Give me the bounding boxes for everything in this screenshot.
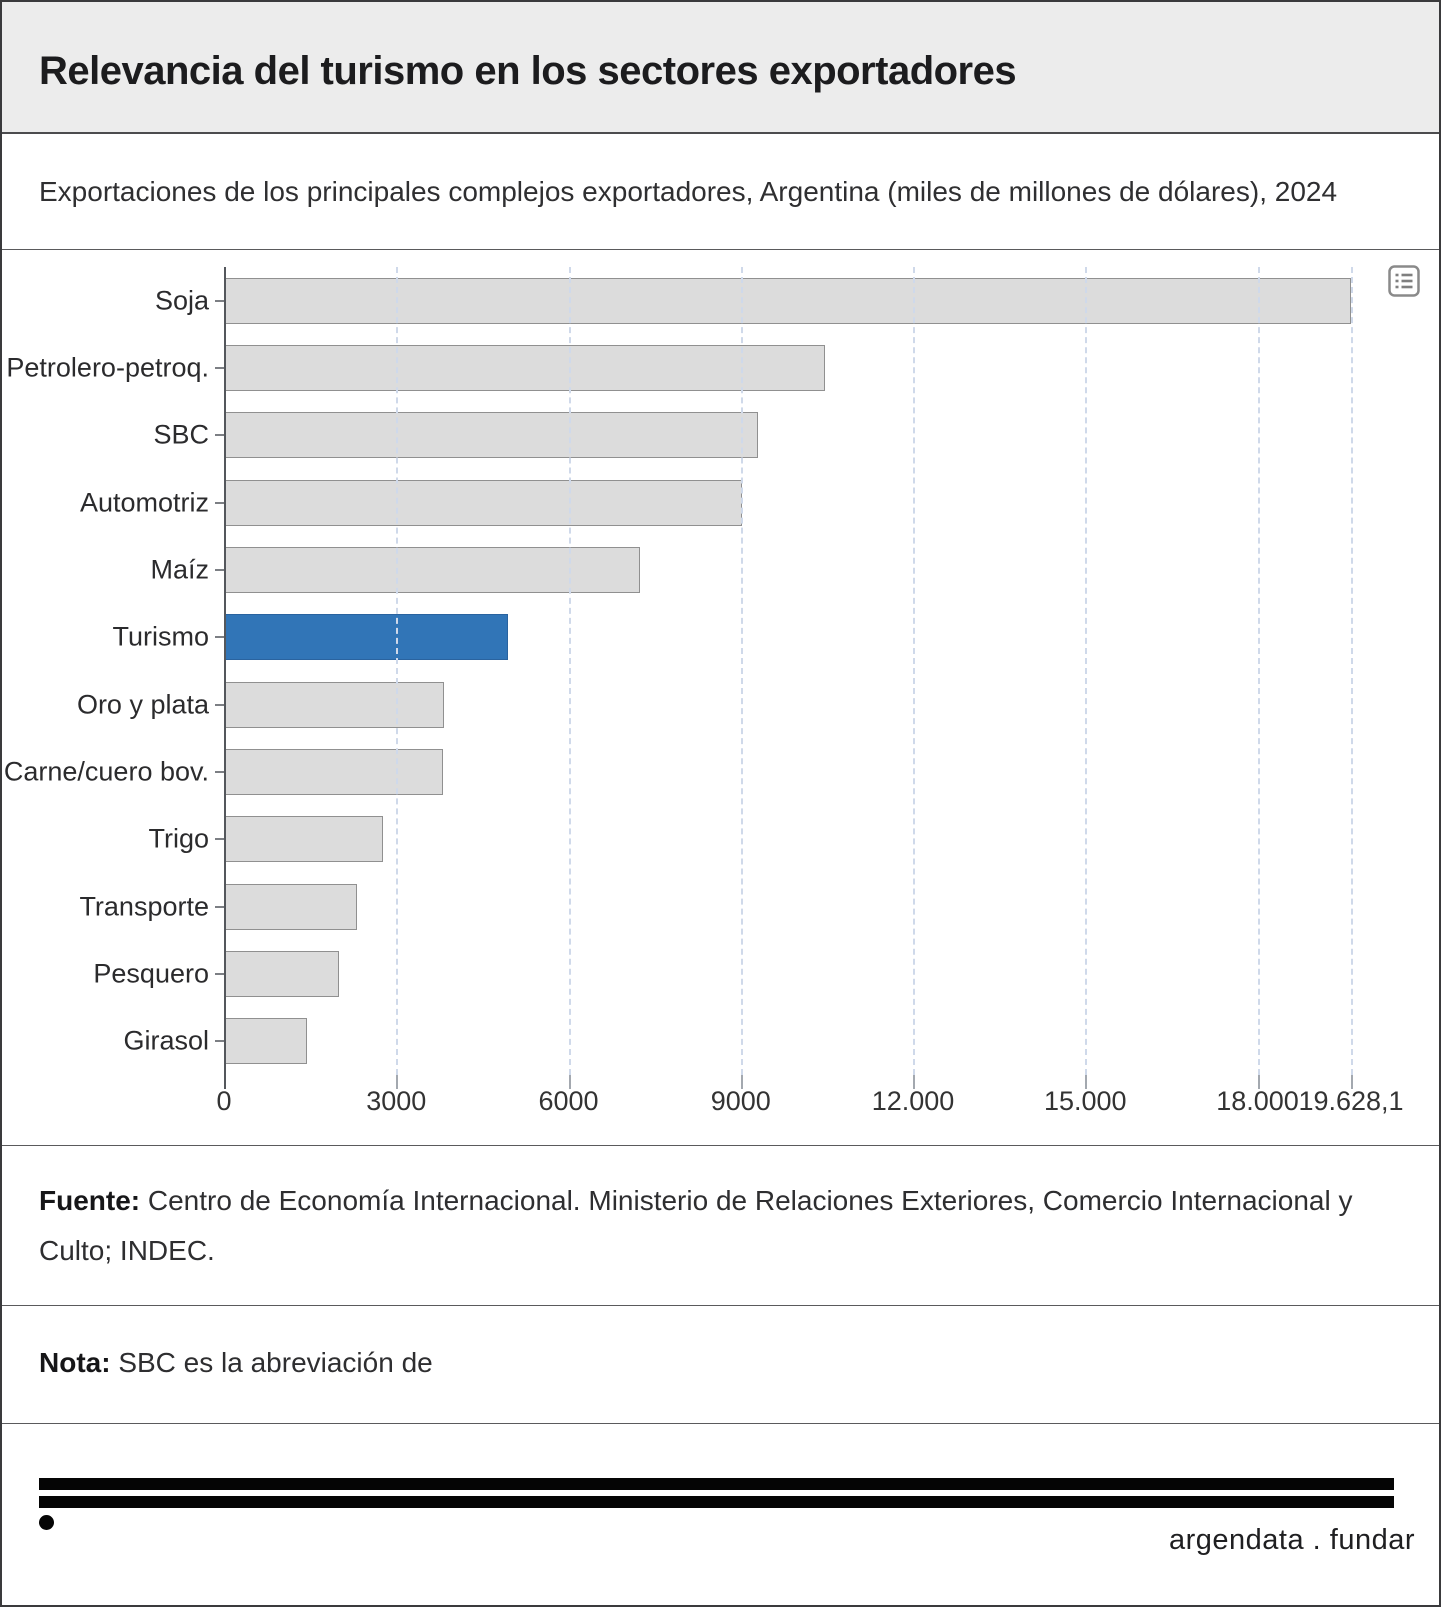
- bar[interactable]: [224, 749, 444, 795]
- y-axis-tick-mark: [215, 905, 224, 908]
- y-axis-tick-mark: [215, 434, 224, 437]
- brand-footer: argendata . fundar: [2, 1423, 1439, 1605]
- x-axis-tick-label: 15.000: [1043, 1086, 1127, 1116]
- y-axis-tick-mark: [215, 703, 224, 706]
- category-label: Petrolero-petroq.: [6, 352, 209, 383]
- note-text: Nota: SBC es la abreviación de: [39, 1347, 433, 1378]
- category-label: Transporte: [79, 891, 209, 922]
- bar-chart-plot: [224, 267, 1367, 1075]
- brand-stripe-top: [39, 1478, 1394, 1490]
- category-label: SBC: [153, 419, 209, 450]
- x-gridline: [1351, 267, 1353, 1075]
- chart-context-menu-button[interactable]: [1388, 265, 1420, 297]
- y-axis-tick-mark: [215, 771, 224, 773]
- x-tick-mark: [396, 1075, 399, 1089]
- note-label: Nota:: [39, 1347, 111, 1378]
- category-label: Turismo: [112, 621, 209, 652]
- category-label: Soja: [154, 285, 209, 316]
- x-axis-tick-label: 3000: [366, 1086, 427, 1116]
- y-axis-tick-mark: [215, 501, 224, 504]
- bar[interactable]: [224, 547, 640, 593]
- bar[interactable]: [224, 412, 758, 459]
- bar[interactable]: [224, 345, 826, 391]
- y-axis-tick-mark: [215, 367, 224, 369]
- x-tick-mark: [1257, 1075, 1260, 1089]
- x-gridline: [1085, 267, 1088, 1075]
- bar[interactable]: [224, 277, 1351, 324]
- y-axis-tick-mark: [215, 569, 224, 571]
- x-tick-mark: [740, 1075, 743, 1089]
- category-label: Maíz: [150, 554, 209, 585]
- x-tick-mark: [1085, 1075, 1088, 1089]
- y-axis-line: [224, 267, 226, 1089]
- x-gridline: [1257, 267, 1260, 1075]
- x-axis-tick-label: 9000: [710, 1086, 771, 1116]
- category-label: Girasol: [123, 1025, 209, 1056]
- bar-turismo[interactable]: [224, 614, 509, 661]
- category-label: Pesquero: [93, 958, 209, 989]
- y-axis-tick-mark: [215, 636, 224, 639]
- brand-dot: [39, 1515, 54, 1530]
- y-axis-tick-mark: [215, 973, 224, 975]
- category-label: Oro y plata: [76, 689, 209, 720]
- y-axis-tick-mark: [215, 838, 224, 841]
- category-label: Automotriz: [79, 487, 209, 518]
- bar[interactable]: [224, 479, 742, 526]
- bar[interactable]: [224, 883, 357, 930]
- x-gridline: [913, 267, 915, 1075]
- chart-area: 0 3000 6000 9000 12.000 15.000 18.000 19.628,1 S…: [2, 249, 1439, 1145]
- list-icon: [1388, 265, 1420, 297]
- note-section: Nota: SBC es la abreviación de: [2, 1305, 1439, 1423]
- brand-stripe-bottom: [39, 1496, 1394, 1508]
- x-tick-mark: [1351, 1075, 1353, 1089]
- card-header: Relevancia del turismo en los sectores e…: [2, 2, 1439, 134]
- x-axis-tick-label: 18.000: [1216, 1086, 1299, 1116]
- y-axis-tick-mark: [215, 299, 224, 302]
- category-label: Carne/cuero bov.: [3, 756, 209, 787]
- chart-subtitle: Exportaciones de los principales complej…: [39, 175, 1338, 207]
- x-tick-mark: [568, 1075, 571, 1089]
- brand-logo-text: argendata . fundar: [1168, 1524, 1415, 1556]
- bar[interactable]: [224, 816, 383, 863]
- x-gridline: [740, 267, 743, 1075]
- x-axis-tick-label: 0: [216, 1086, 232, 1116]
- source-text: Fuente: Centro de Economía Internacional…: [39, 1185, 1353, 1266]
- page-title: Relevancia del turismo en los sectores e…: [39, 48, 1017, 93]
- y-axis-tick-mark: [215, 1040, 224, 1043]
- bar[interactable]: [224, 681, 444, 728]
- x-gridline: [396, 267, 399, 1075]
- category-label: Trigo: [148, 823, 209, 854]
- x-gridline: [568, 267, 571, 1075]
- x-tick-mark: [913, 1075, 915, 1089]
- x-axis-tick-label: 19.628,1: [1298, 1086, 1404, 1116]
- bar[interactable]: [224, 951, 340, 997]
- subtitle-band: Exportaciones de los principales complej…: [2, 134, 1439, 249]
- bar[interactable]: [224, 1018, 307, 1065]
- x-axis-tick-label: 6000: [538, 1086, 599, 1116]
- x-axis-tick-label: 12.000: [871, 1086, 955, 1116]
- source-section: Fuente: Centro de Economía Internacional…: [2, 1145, 1439, 1305]
- source-label: Fuente:: [39, 1185, 141, 1216]
